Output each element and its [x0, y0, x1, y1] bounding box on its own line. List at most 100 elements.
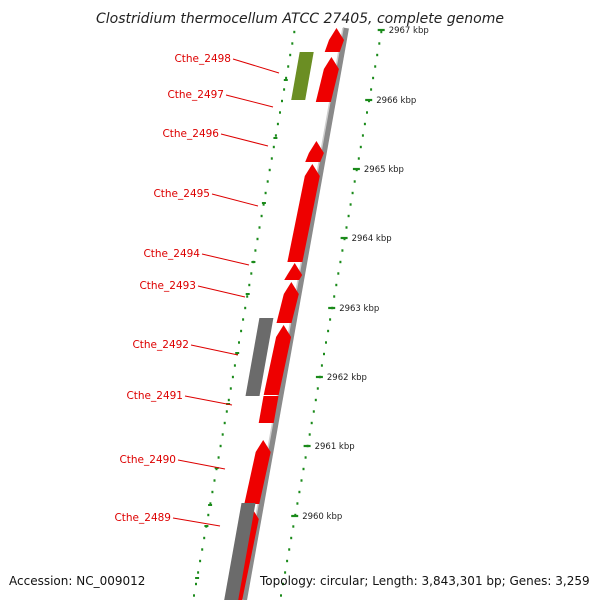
gene-label: Cthe_2492: [132, 339, 189, 351]
inner-ring-dot: [195, 582, 197, 586]
inner-ring-dot: [207, 513, 210, 517]
inner-ring-dot: [270, 157, 273, 160]
position-ticks: 2967 kbp 2966 kbp 2965 kbp 2964 kbp 2963 kbp…: [291, 26, 429, 522]
inner-ring-dot: [283, 88, 286, 91]
inner-ring-dot: [287, 65, 290, 68]
outer-ring-dot: [284, 571, 287, 574]
forward-gene-block: [258, 396, 279, 423]
outer-ring-dot: [376, 53, 379, 57]
grey-gene-block: [224, 503, 256, 600]
gene-label-leader: [201, 253, 250, 266]
forward-gene-block: [315, 57, 339, 102]
forward-gene-block: [276, 282, 299, 323]
gene-label-leader: [225, 94, 274, 108]
inner-ring-dot: [266, 180, 269, 183]
outer-ring-dot: [282, 582, 284, 586]
inner-ring-dot: [201, 548, 204, 551]
position-tick-label: 2961 kbp: [315, 442, 355, 452]
inner-ring-dot: [293, 30, 296, 34]
outer-ring-dot: [333, 295, 336, 298]
outer-ring-dot: [327, 329, 330, 333]
inner-ring-dot: [211, 490, 214, 494]
inner-ring-dot: [209, 502, 212, 505]
inner-ring-dot: [248, 283, 251, 287]
outer-ring-dot: [310, 421, 313, 425]
gene-label: Cthe_2493: [139, 280, 196, 292]
inner-ring-dot: [250, 272, 253, 275]
accession-text: Accession: NC_009012: [9, 574, 145, 588]
inner-ring-dot: [238, 341, 240, 344]
outer-ring-dot: [337, 272, 340, 275]
inner-ring-dot: [217, 456, 220, 459]
inner-ring-dot: [262, 203, 265, 206]
gene-label: Cthe_2490: [119, 454, 176, 466]
outer-ring-dot: [298, 490, 301, 494]
outer-ring-dot: [288, 548, 291, 551]
inner-ring-dot: [213, 479, 216, 482]
outer-ring-dot: [329, 318, 332, 321]
outer-ring-dot: [357, 157, 360, 160]
forward-gene-block: [263, 325, 292, 395]
outer-ring-dot: [353, 180, 356, 183]
gene-label: Cthe_2496: [162, 128, 219, 140]
outer-ring-dot: [341, 249, 344, 252]
inner-ring-dot: [233, 364, 236, 367]
outer-ring-dot: [347, 214, 350, 218]
inner-ring-dot: [274, 134, 277, 137]
forward-gene-block: [287, 164, 320, 262]
inner-ring-dot: [244, 306, 247, 310]
gene-label-leader: [197, 285, 246, 298]
inner-ring-dot: [258, 226, 261, 229]
inner-ring-dot: [291, 42, 294, 45]
gene-label: Cthe_2498: [174, 53, 231, 65]
inner-ring-dot: [242, 318, 245, 321]
inner-ring-dot: [203, 536, 206, 540]
outer-ring-dot: [345, 226, 348, 229]
outer-ring-dot: [292, 525, 295, 528]
inner-ring-dot: [268, 168, 271, 172]
outer-ring-dot: [302, 467, 305, 471]
position-tick-label: 2966 kbp: [376, 96, 416, 106]
position-tick-label: 2963 kbp: [339, 304, 379, 314]
forward-gene-block: [305, 141, 324, 162]
backbone-line: [241, 27, 349, 600]
gene-label: Cthe_2495: [153, 188, 210, 200]
map-title: Clostridium thermocellum ATCC 27405, com…: [96, 11, 504, 27]
gene-label-leader: [184, 395, 233, 406]
inner-ring-dot: [279, 111, 281, 114]
position-tick-label: 2965 kbp: [364, 165, 404, 175]
outer-ring-dot: [374, 65, 377, 68]
gene-label-leader: [190, 344, 239, 356]
inner-ring-dot: [281, 99, 283, 103]
inner-ring-dot: [225, 410, 228, 413]
outer-ring-dot: [359, 145, 362, 149]
inner-ring-dot: [289, 53, 292, 57]
position-tick-label: 2960 kbp: [302, 512, 342, 522]
gene-label-leader: [177, 459, 226, 470]
forward-gene-block: [244, 440, 271, 504]
gene-label-leader: [211, 193, 259, 207]
outer-ring-dot: [296, 502, 299, 505]
gene-label: Cthe_2494: [143, 248, 200, 260]
gene-features: [224, 28, 344, 600]
gene-label: Cthe_2489: [114, 512, 171, 524]
inner-ring-dot: [285, 76, 288, 80]
outer-ring-dot: [290, 536, 293, 540]
inner-ring-dot: [197, 571, 200, 574]
position-tick-label: 2964 kbp: [352, 234, 392, 244]
outer-ring-dot: [335, 283, 338, 287]
genome-summary-text: Topology: circular; Length: 3,843,301 bp…: [259, 574, 590, 588]
grey-gene-block: [245, 318, 274, 396]
inner-ring-dot: [276, 122, 279, 126]
outer-ring-dot: [316, 387, 319, 390]
position-tick-label: 2967 kbp: [389, 26, 429, 36]
inner-ring-dot: [260, 214, 263, 218]
outer-ring-dot: [366, 111, 368, 114]
inner-ring-dot: [221, 433, 224, 436]
outer-ring-dot: [325, 341, 327, 344]
inner-ring-dot: [264, 191, 267, 195]
inner-ring-dot: [199, 559, 202, 563]
inner-ring-dot: [246, 295, 249, 298]
outer-ring-dot: [380, 30, 383, 34]
